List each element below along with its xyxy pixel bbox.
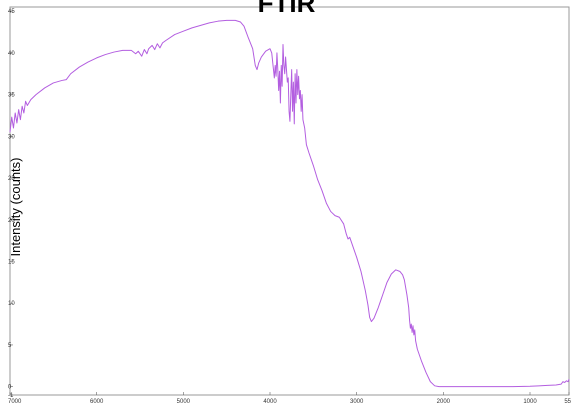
y-tick-label: 10 (8, 301, 15, 307)
y-tick-label: 40 (8, 51, 15, 57)
y-axis: 45 40 35 30 25 20 15 10 5 0 -1 (8, 9, 15, 399)
x-tick-label: 7000 (8, 399, 22, 405)
y-tick-label: 25 (8, 176, 15, 182)
x-tick-label: 6000 (90, 399, 104, 405)
x-tick-label: 4000 (263, 399, 277, 405)
plot-area (9, 6, 570, 396)
y-tick-label: 5 (8, 343, 12, 349)
y-tick-label: 45 (8, 9, 15, 15)
y-axis-label: Intensity (counts) (8, 157, 23, 257)
x-axis: 7000 6000 5000 4000 3000 2000 1000 55 (8, 392, 572, 405)
x-tick-label: 3000 (350, 399, 364, 405)
y-tick-label: 30 (8, 134, 15, 140)
y-tick-label: 35 (8, 93, 15, 99)
spectrum-line (9, 19, 570, 388)
x-tick-label: 1000 (523, 399, 537, 405)
y-tick-label: 20 (8, 218, 15, 224)
x-tick-label: 55 (564, 399, 571, 405)
x-tick-label: 2000 (437, 399, 451, 405)
chart-title: FTIR (257, 0, 316, 18)
y-tick-label: -1 (8, 393, 14, 399)
x-tick-label: 5000 (177, 399, 191, 405)
y-tick-label: 0 (8, 385, 12, 391)
y-tick-label: 15 (8, 259, 15, 265)
